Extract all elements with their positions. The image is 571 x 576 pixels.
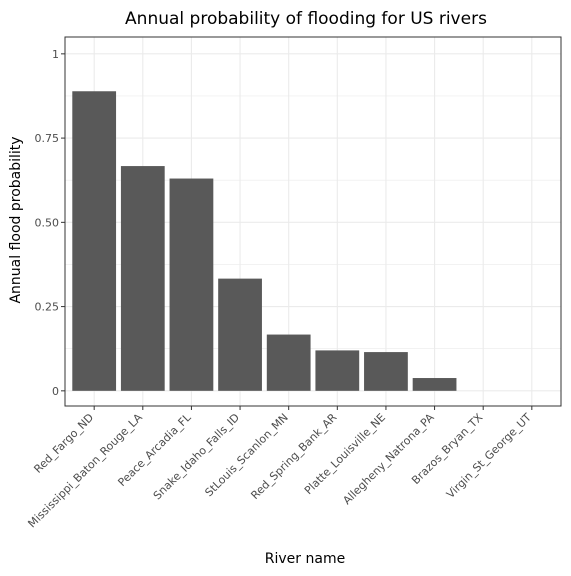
y-tick-label: 0.25 (35, 301, 60, 314)
bar-Allegheny_Natrona_PA (412, 378, 457, 391)
x-tick-label: Virgin_St_George_UT (444, 411, 534, 501)
bar-Snake_Idaho_Falls_ID (218, 278, 262, 391)
bar-Red_Fargo_ND (72, 91, 117, 391)
bar-Red_Spring_Bank_AR (315, 350, 360, 391)
bar-StLouis_Scanlon_MN (266, 334, 311, 391)
x-tick-label: StLouis_Scanlon_MN (202, 411, 290, 499)
x-axis-title: River name (265, 551, 345, 567)
chart-title: Annual probability of flooding for US ri… (125, 9, 487, 29)
y-axis-title: Annual flood probability (8, 136, 24, 303)
bar-Peace_Arcadia_FL (169, 178, 214, 391)
x-tick-label: Snake_Idaho_Falls_ID (151, 411, 242, 502)
panel-border (64, 36, 562, 407)
y-tick-label: 0 (52, 385, 59, 398)
x-tick-label: Platte_Louisville_NE (302, 411, 388, 497)
bar-Mississippi_Baton_Rouge_LA (120, 166, 165, 391)
x-tick-label: Red_Spring_Bank_AR (248, 411, 339, 502)
x-axis-ticks: Red_Fargo_NDMississippi_Baton_Rouge_LAPe… (25, 406, 534, 530)
y-tick-label: 0.75 (35, 132, 60, 145)
bar-Platte_Louisville_NE (364, 352, 408, 391)
x-tick-label: Allegheny_Natrona_PA (340, 411, 437, 508)
y-axis-ticks: 0 0.25 0.50 0.75 1 (35, 48, 65, 398)
y-tick-label: 1 (52, 48, 59, 61)
bars (72, 91, 457, 391)
y-tick-label: 0.50 (35, 216, 60, 229)
